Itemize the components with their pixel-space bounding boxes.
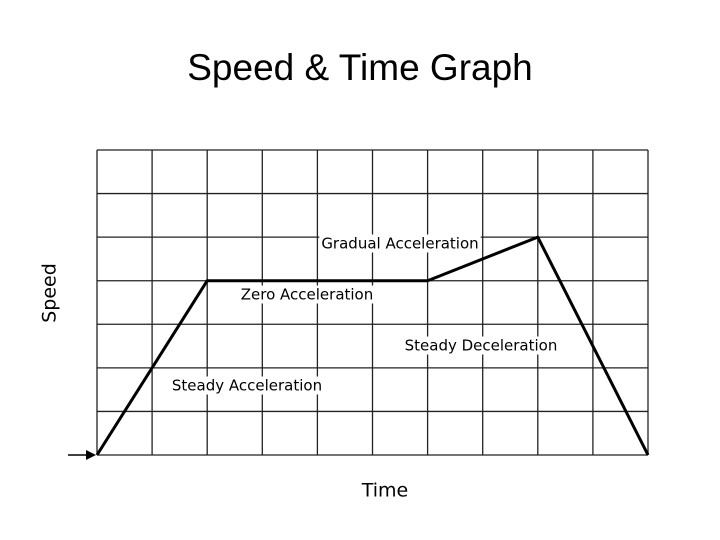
speed-line — [95, 235, 650, 456]
annotation-background — [319, 234, 481, 253]
annotation: Zero Acceleration — [241, 286, 374, 304]
annotation: Steady Acceleration — [172, 377, 322, 395]
annotation-background — [238, 285, 376, 304]
annotation: Steady Deceleration — [405, 337, 558, 355]
annotation-background — [402, 336, 560, 355]
x-axis-label: Time — [361, 480, 409, 502]
annotation-background — [169, 376, 325, 395]
origin-arrowhead — [86, 450, 96, 460]
chart-title: Speed & Time Graph — [187, 47, 533, 88]
y-axis-label: Speed — [39, 263, 61, 323]
annotation: Gradual Acceleration — [321, 235, 478, 253]
